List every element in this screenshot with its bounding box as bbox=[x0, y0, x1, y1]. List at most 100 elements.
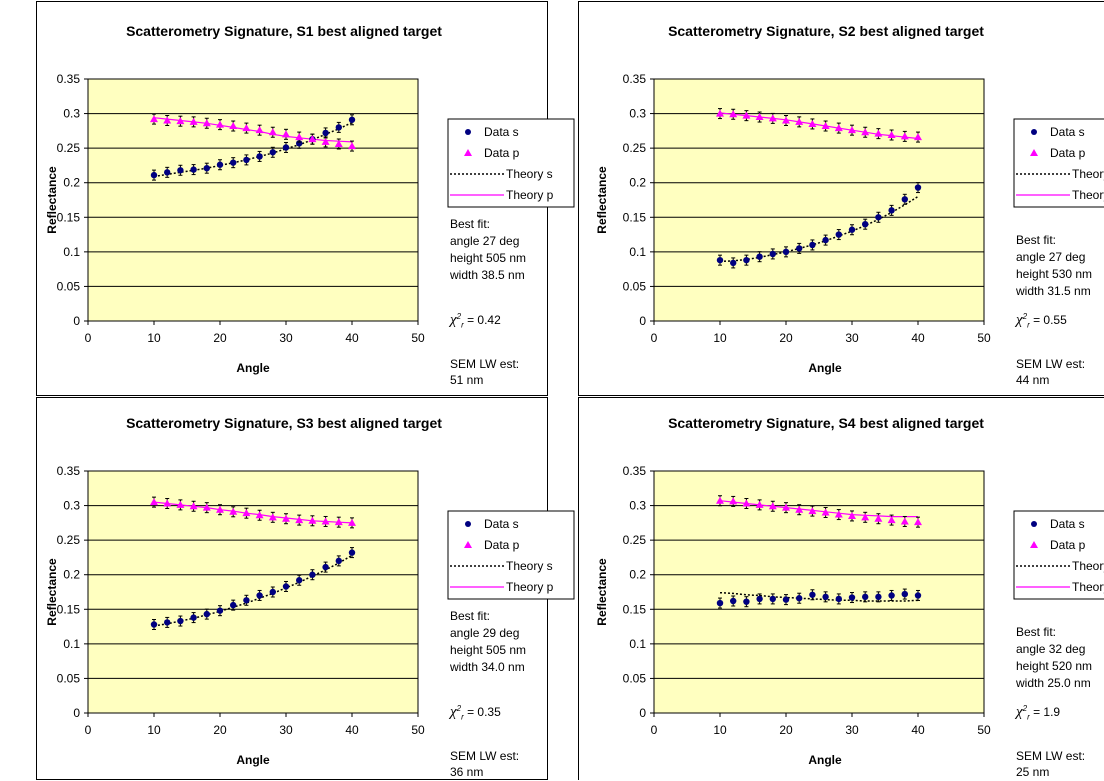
fit-width: width 25.0 nm bbox=[1016, 676, 1091, 690]
x-tick-label: 10 bbox=[713, 331, 727, 345]
data-s-point bbox=[282, 144, 290, 151]
chi-squared: χ2r = 0.35 bbox=[450, 704, 501, 722]
y-tick-label: 0.25 bbox=[623, 533, 647, 547]
y-axis-label: Reflectance bbox=[45, 558, 59, 626]
data-p-point bbox=[874, 129, 883, 137]
data-s-point bbox=[743, 598, 750, 605]
legend-theory-s: Theory s bbox=[506, 559, 553, 573]
x-tick-label: 30 bbox=[279, 723, 293, 737]
fit-height: height 530 nm bbox=[1016, 267, 1093, 281]
sem-value: 36 nm bbox=[450, 765, 484, 779]
data-p-point bbox=[795, 505, 804, 513]
data-s-point bbox=[769, 250, 776, 258]
legend: Data s Data p Theory s Theory p bbox=[1013, 510, 1104, 600]
data-p-point bbox=[887, 516, 896, 524]
y-tick-label: 0.3 bbox=[63, 499, 80, 513]
y-tick-label: 0.15 bbox=[623, 602, 647, 616]
x-tick-label: 30 bbox=[845, 723, 859, 737]
data-s-point bbox=[862, 593, 869, 601]
legend-theory-s: Theory s bbox=[1072, 167, 1104, 181]
y-axis-label: Reflectance bbox=[595, 558, 609, 626]
legend-box bbox=[1013, 510, 1104, 600]
data-s-point bbox=[322, 563, 329, 571]
chart-svg: Scatterometry Signature, S1 best aligned… bbox=[45, 23, 575, 375]
data-s-point bbox=[269, 149, 276, 156]
x-tick-label: 0 bbox=[85, 723, 92, 737]
y-tick-label: 0.25 bbox=[57, 533, 81, 547]
data-s-point bbox=[164, 619, 171, 626]
data-p-point bbox=[268, 128, 277, 136]
fit-angle: angle 32 deg bbox=[1016, 642, 1086, 656]
data-p-point bbox=[334, 518, 343, 526]
y-tick-label: 0.2 bbox=[629, 568, 646, 582]
fit-width: width 34.0 nm bbox=[450, 660, 525, 674]
data-s-point bbox=[782, 596, 790, 603]
data-p-point bbox=[295, 516, 304, 524]
data-p-point bbox=[255, 511, 264, 519]
data-s-point bbox=[809, 591, 816, 598]
sem-estimate: SEM LW est: 51 nm bbox=[450, 356, 519, 388]
data-p-point bbox=[887, 131, 896, 139]
chi-squared: χ2r = 0.55 bbox=[1016, 312, 1067, 330]
data-p-point bbox=[874, 514, 883, 522]
data-s-point bbox=[875, 593, 882, 601]
data-p-point bbox=[216, 120, 224, 128]
x-axis-label: Angle bbox=[236, 361, 270, 375]
legend-theory-p: Theory p bbox=[506, 580, 554, 594]
legend-swatch-data-p bbox=[464, 149, 472, 156]
data-s-point bbox=[901, 196, 908, 203]
sem-label: SEM LW est: bbox=[450, 357, 520, 371]
data-s-point bbox=[216, 161, 224, 168]
data-p-point bbox=[308, 516, 317, 524]
data-p-point bbox=[229, 122, 238, 130]
data-s-point bbox=[256, 592, 263, 599]
data-p-point bbox=[348, 518, 356, 526]
data-p-point bbox=[808, 119, 817, 127]
data-p-point bbox=[900, 517, 909, 525]
sem-label: SEM LW est: bbox=[450, 749, 520, 763]
plot-area bbox=[87, 78, 419, 322]
data-p-point bbox=[768, 502, 777, 510]
plot-area bbox=[653, 470, 985, 714]
data-s-point bbox=[348, 549, 356, 556]
fit-angle: angle 27 deg bbox=[450, 234, 520, 248]
y-tick-label: 0.25 bbox=[57, 141, 81, 155]
theory-s-line bbox=[153, 554, 353, 627]
y-tick-label: 0.35 bbox=[57, 72, 81, 86]
data-s-point bbox=[756, 595, 763, 603]
y-tick-label: 0 bbox=[73, 706, 80, 720]
data-s-point bbox=[756, 253, 763, 260]
fit-height: height 505 nm bbox=[450, 251, 527, 265]
data-p-point bbox=[321, 137, 330, 145]
data-s-point bbox=[177, 167, 184, 174]
legend-data-p: Data p bbox=[484, 538, 520, 552]
x-tick-label: 0 bbox=[651, 331, 658, 345]
data-p-point bbox=[861, 513, 870, 521]
data-p-point bbox=[782, 503, 790, 511]
y-tick-label: 0.15 bbox=[623, 210, 647, 224]
x-axis-label: Angle bbox=[808, 361, 842, 375]
chi-squared: χ2r = 0.42 bbox=[450, 312, 501, 330]
fit-angle: angle 29 deg bbox=[450, 626, 520, 640]
legend-data-s: Data s bbox=[484, 517, 519, 531]
x-tick-label: 10 bbox=[713, 723, 727, 737]
legend-data-s: Data s bbox=[1050, 517, 1085, 531]
data-p-point bbox=[308, 135, 317, 143]
x-tick-label: 20 bbox=[213, 723, 227, 737]
data-p-point bbox=[729, 110, 738, 118]
data-s-point bbox=[835, 595, 842, 603]
legend-box bbox=[1013, 118, 1104, 208]
chart-panel-s3: Scatterometry Signature, S3 best aligned… bbox=[36, 397, 575, 780]
theory-p-line bbox=[153, 117, 353, 143]
data-s-point bbox=[888, 207, 895, 214]
y-tick-label: 0.3 bbox=[629, 107, 646, 121]
data-p-point bbox=[808, 507, 817, 515]
y-axis-label: Reflectance bbox=[45, 166, 59, 234]
data-p-point bbox=[176, 117, 185, 125]
data-s-point bbox=[782, 248, 790, 256]
data-s-point bbox=[914, 592, 922, 599]
y-tick-label: 0.1 bbox=[629, 245, 646, 259]
data-s-point bbox=[809, 241, 816, 249]
legend-swatch-data-p bbox=[1030, 149, 1038, 156]
data-s-point bbox=[888, 592, 895, 599]
